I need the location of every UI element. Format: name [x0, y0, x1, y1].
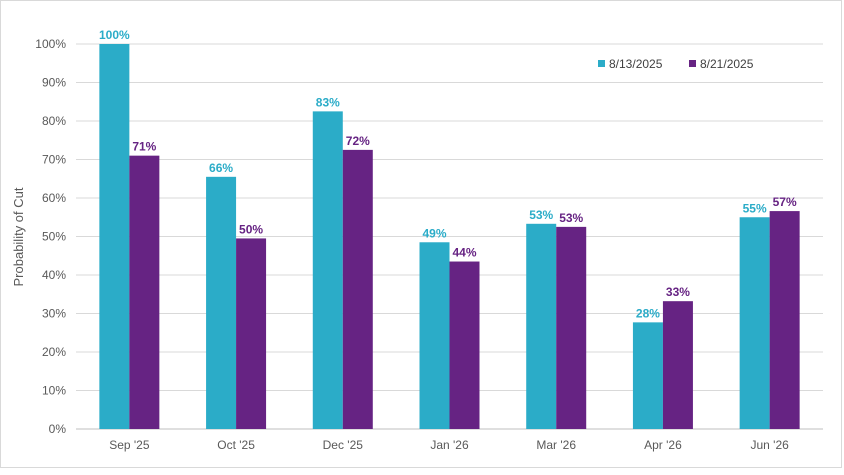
bar-series1 — [739, 217, 770, 429]
bar-series1 — [99, 44, 130, 429]
y-tick-label: 20% — [42, 345, 66, 359]
y-tick-label: 0% — [49, 422, 67, 436]
data-label: 50% — [239, 222, 263, 236]
bar-series2 — [662, 301, 693, 429]
data-label: 28% — [636, 306, 660, 320]
y-tick-label: 50% — [42, 230, 66, 244]
data-label: 71% — [132, 140, 156, 154]
x-tick-label: Jan '26 — [430, 438, 469, 452]
y-tick-label: 100% — [35, 37, 66, 51]
y-tick-label: 80% — [42, 114, 66, 128]
bar-series1 — [632, 322, 663, 429]
x-tick-label: Apr '26 — [644, 438, 682, 452]
bars — [99, 44, 800, 429]
data-label: 49% — [422, 226, 446, 240]
y-axis-title: Probability of Cut — [11, 187, 26, 286]
x-tick-label: Oct '25 — [217, 438, 255, 452]
data-label: 33% — [666, 285, 690, 299]
bar-series1 — [419, 242, 450, 429]
data-label: 53% — [529, 208, 553, 222]
y-tick-label: 40% — [42, 268, 66, 282]
data-label: 66% — [209, 161, 233, 175]
legend-swatch — [689, 60, 696, 67]
legend-label: 8/13/2025 — [609, 57, 663, 71]
y-tick-label: 90% — [42, 76, 66, 90]
x-tick-label: Sep '25 — [109, 438, 150, 452]
legend-swatch — [598, 60, 605, 67]
legend: 8/13/2025 8/21/2025 — [598, 57, 754, 71]
data-label: 53% — [559, 211, 583, 225]
legend-label: 8/21/2025 — [700, 57, 754, 71]
data-label: 55% — [743, 201, 767, 215]
bar-series1 — [526, 223, 557, 429]
y-tick-label: 30% — [42, 307, 66, 321]
y-tick-label: 10% — [42, 384, 66, 398]
bar-series2 — [342, 149, 373, 429]
x-tick-label: Dec '25 — [323, 438, 364, 452]
bar-series2 — [129, 155, 160, 429]
bar-series1 — [206, 176, 237, 429]
x-tick-label: Mar '26 — [536, 438, 576, 452]
y-tick-label: 70% — [42, 153, 66, 167]
x-tick-label: Jun '26 — [750, 438, 789, 452]
data-label: 44% — [452, 246, 476, 260]
data-label: 83% — [316, 95, 340, 109]
bar-series1 — [312, 111, 343, 429]
data-labels: 100% 71% 66% 50% 83% 72% 49% 44% 53% 53% 28% 33% 55%… — [99, 28, 797, 320]
y-tick-label: 60% — [42, 191, 66, 205]
axes: 0% 10% 20% 30% 40% 50% 60% 70% 80% 90% 100% Sep '25… — [35, 37, 789, 452]
data-label: 72% — [346, 134, 370, 148]
bar-series2 — [449, 261, 480, 429]
bar-series2 — [556, 226, 587, 429]
data-label: 57% — [773, 195, 797, 209]
bar-series2 — [236, 238, 267, 429]
data-label: 100% — [99, 28, 130, 42]
bar-series2 — [769, 211, 800, 429]
